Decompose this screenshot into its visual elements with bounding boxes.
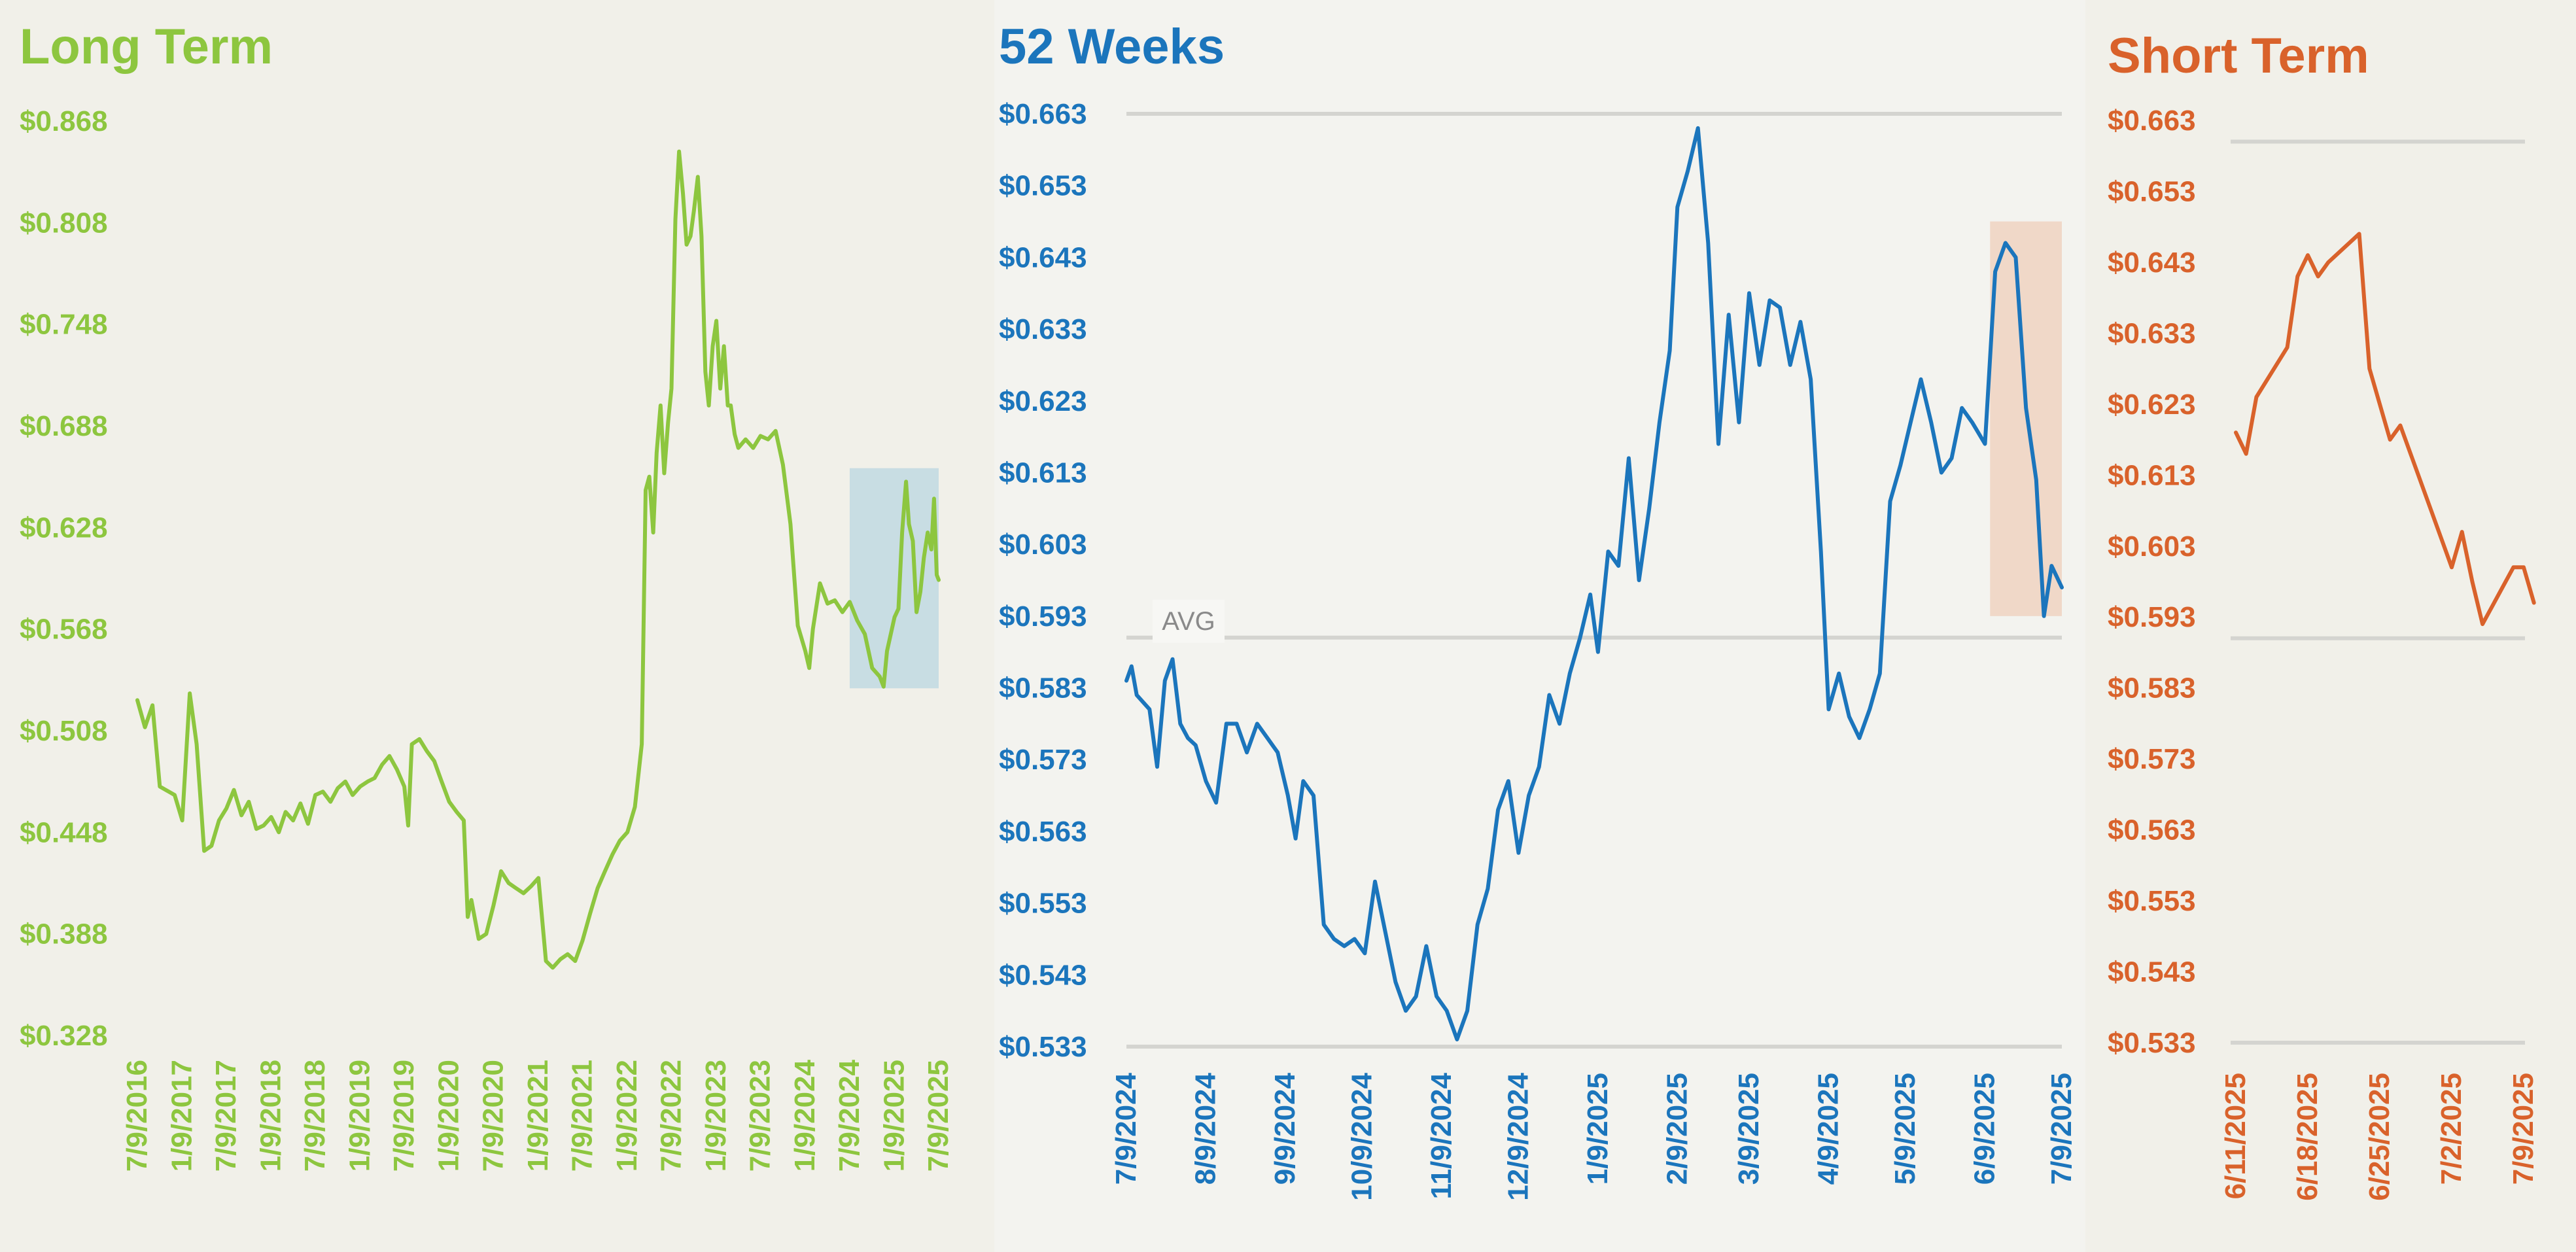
weeks52-y-tick-label: $0.563 bbox=[999, 816, 1087, 848]
long-y-tick-label: $0.508 bbox=[20, 715, 108, 747]
short-y-tick-label: $0.543 bbox=[2108, 956, 2196, 988]
weeks52-x-tick-label: 9/9/2024 bbox=[1269, 1072, 1301, 1185]
weeks52-x-tick-label: 12/9/2024 bbox=[1502, 1072, 1534, 1200]
long-x-tick-label: 7/9/2020 bbox=[477, 1060, 509, 1172]
short-y-tick-label: $0.643 bbox=[2108, 247, 2196, 279]
weeks52-y-tick-label: $0.633 bbox=[999, 313, 1087, 345]
weeks52-x-tick-label: 7/9/2025 bbox=[2045, 1073, 2078, 1185]
long-x-tick-label: 1/9/2017 bbox=[166, 1060, 198, 1172]
long-y-tick-label: $0.748 bbox=[20, 309, 108, 341]
long-x-tick-label: 7/9/2023 bbox=[744, 1060, 776, 1172]
long-series-line bbox=[135, 149, 941, 970]
short-y-tick-label: $0.663 bbox=[2108, 105, 2196, 137]
long-x-tick-label: 7/9/2019 bbox=[388, 1060, 420, 1172]
weeks52-y-tick-label: $0.543 bbox=[999, 959, 1087, 991]
short-x-tick-label: 6/18/2025 bbox=[2291, 1073, 2324, 1201]
long-x-tick-label: 1/9/2021 bbox=[522, 1060, 554, 1172]
short-x-tick-label: 7/9/2025 bbox=[2507, 1073, 2539, 1185]
weeks52-y-tick-label: $0.663 bbox=[999, 98, 1087, 130]
long-y-tick-label: $0.868 bbox=[20, 105, 108, 137]
long-y-tick-label: $0.688 bbox=[20, 410, 108, 442]
weeks52-y-tick-label: $0.533 bbox=[999, 1031, 1087, 1063]
weeks52-x-tick-label: 1/9/2025 bbox=[1582, 1073, 1614, 1185]
short-y-tick-label: $0.653 bbox=[2108, 175, 2196, 207]
short-y-tick-label: $0.563 bbox=[2108, 814, 2196, 846]
long-term-title: Long Term bbox=[20, 19, 273, 75]
avg-label-box bbox=[1153, 599, 1225, 643]
short-chart: $0.663 $0.653 $0.643 $0.633 $0.623 $0.613 $0.6… bbox=[2108, 105, 2539, 1201]
long-x-tick-label: 7/9/2016 bbox=[121, 1060, 153, 1172]
weeks52-x-tick-label: 7/9/2024 bbox=[1110, 1072, 1142, 1185]
short-y-tick-label: $0.553 bbox=[2108, 885, 2196, 917]
long-x-tick-label: 1/9/2022 bbox=[611, 1060, 643, 1172]
short-series-line bbox=[2234, 232, 2536, 627]
short-y-tick-label: $0.623 bbox=[2108, 389, 2196, 421]
short-x-tick-label: 7/2/2025 bbox=[2435, 1073, 2467, 1185]
weeks52-x-tick-label: 6/9/2025 bbox=[1968, 1073, 2000, 1185]
long-x-tick-label: 7/9/2021 bbox=[566, 1060, 599, 1172]
long-chart: $0.868 $0.808 $0.748 $0.688 $0.628 $0.568 $0.5… bbox=[20, 105, 954, 1172]
short-y-tick-label: $0.533 bbox=[2108, 1027, 2196, 1059]
long-x-tick-label: 1/9/2023 bbox=[700, 1060, 732, 1172]
short-y-tick-label: $0.633 bbox=[2108, 317, 2196, 349]
52-weeks-title: 52 Weeks bbox=[999, 19, 1225, 75]
weeks52-y-tick-label: $0.583 bbox=[999, 672, 1087, 704]
short-y-tick-label: $0.603 bbox=[2108, 530, 2196, 563]
long-highlight-band bbox=[849, 468, 939, 689]
weeks52-y-tick-label: $0.653 bbox=[999, 170, 1087, 202]
long-x-tick-label: 1/9/2018 bbox=[255, 1060, 287, 1172]
weeks52-x-tick-label: 8/9/2024 bbox=[1189, 1072, 1221, 1185]
weeks52-chart: AVG $0.663 $0.653 $0.643 $0.633 $0.623 $0.613 $… bbox=[999, 98, 2078, 1201]
weeks52-y-tick-label: $0.573 bbox=[999, 744, 1087, 776]
long-y-tick-label: $0.568 bbox=[20, 614, 108, 646]
long-y-tick-label: $0.388 bbox=[20, 918, 108, 950]
weeks52-y-tick-label: $0.593 bbox=[999, 600, 1087, 633]
long-y-tick-label: $0.328 bbox=[20, 1020, 108, 1052]
short-y-tick-label: $0.613 bbox=[2108, 459, 2196, 491]
weeks52-series-line bbox=[1124, 126, 2064, 1041]
long-x-tick-label: 1/9/2019 bbox=[344, 1060, 376, 1172]
weeks52-x-tick-label: 11/9/2024 bbox=[1425, 1072, 1457, 1199]
short-term-title: Short Term bbox=[2108, 28, 2369, 84]
long-x-tick-label: 7/9/2017 bbox=[210, 1060, 242, 1172]
long-y-tick-label: $0.448 bbox=[20, 816, 108, 848]
weeks52-x-tick-label: 3/9/2025 bbox=[1733, 1073, 1765, 1185]
long-x-tick-label: 7/9/2025 bbox=[922, 1060, 954, 1172]
weeks52-y-tick-label: $0.643 bbox=[999, 241, 1087, 273]
long-x-tick-label: 7/9/2022 bbox=[655, 1060, 688, 1172]
weeks52-x-tick-label: 5/9/2025 bbox=[1889, 1073, 1921, 1185]
weeks52-y-tick-label: $0.603 bbox=[999, 529, 1087, 561]
weeks52-y-tick-label: $0.613 bbox=[999, 457, 1087, 489]
long-x-tick-label: 7/9/2018 bbox=[299, 1060, 331, 1172]
long-x-tick-label: 7/9/2024 bbox=[833, 1059, 865, 1172]
long-x-tick-label: 1/9/2025 bbox=[879, 1060, 911, 1172]
weeks52-x-tick-label: 10/9/2024 bbox=[1346, 1072, 1378, 1200]
short-y-tick-label: $0.583 bbox=[2108, 672, 2196, 704]
long-x-tick-label: 1/9/2024 bbox=[789, 1059, 821, 1172]
weeks52-y-tick-label: $0.623 bbox=[999, 385, 1087, 417]
avg-label: AVG bbox=[1162, 607, 1215, 636]
long-y-tick-label: $0.808 bbox=[20, 207, 108, 239]
short-x-tick-label: 6/25/2025 bbox=[2363, 1073, 2395, 1201]
short-y-tick-label: $0.593 bbox=[2108, 601, 2196, 633]
short-y-tick-label: $0.573 bbox=[2108, 743, 2196, 775]
weeks52-x-tick-label: 4/9/2025 bbox=[1812, 1073, 1844, 1185]
short-x-tick-label: 6/11/2025 bbox=[2219, 1073, 2252, 1199]
long-x-tick-label: 1/9/2020 bbox=[433, 1060, 465, 1172]
weeks52-y-tick-label: $0.553 bbox=[999, 888, 1087, 920]
long-y-tick-label: $0.628 bbox=[20, 512, 108, 544]
weeks52-x-tick-label: 2/9/2025 bbox=[1661, 1073, 1693, 1185]
